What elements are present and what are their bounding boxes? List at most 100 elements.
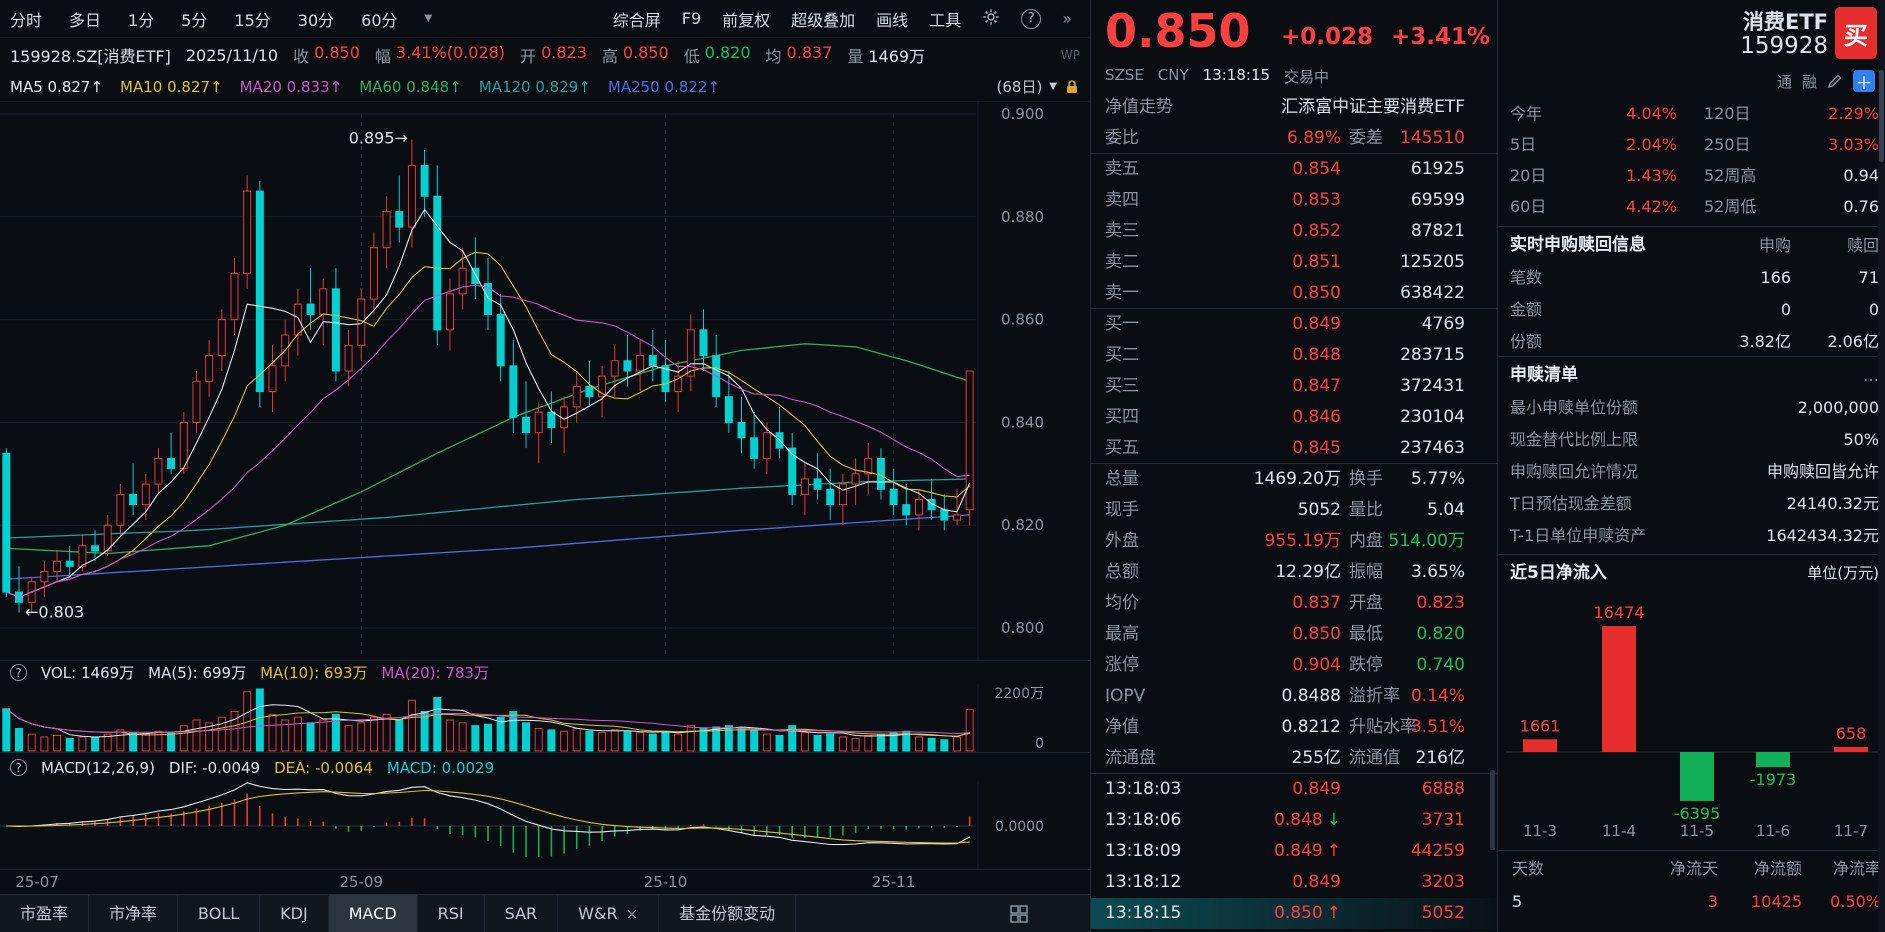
window-scrollbar[interactable] — [1878, 0, 1885, 932]
help-icon[interactable]: ? — [10, 759, 27, 776]
bid-row[interactable]: 买四 0.846 230104 — [1091, 402, 1498, 433]
volume-bar — [243, 691, 252, 752]
tab-RSI[interactable]: RSI — [418, 895, 485, 932]
bid-row[interactable]: 买一 0.849 4769 — [1091, 309, 1498, 340]
help-icon[interactable]: ? — [1021, 8, 1042, 29]
period-more-icon[interactable]: ▼ — [424, 13, 433, 24]
ask-row[interactable]: 卖二 0.851 125205 — [1091, 247, 1498, 278]
period-1分[interactable]: 1分 — [128, 10, 155, 30]
ask-row[interactable]: 卖一 0.850 638422 — [1091, 278, 1498, 309]
volume-bar — [534, 727, 543, 752]
chevron-down-icon[interactable]: ▼ — [1049, 81, 1057, 92]
period-15分[interactable]: 15分 — [234, 10, 271, 30]
price-annotation: ←0.803 — [25, 603, 84, 622]
volume-bar — [838, 736, 847, 752]
macd-dif: DIF: -0.0049 — [168, 758, 261, 777]
range-label[interactable]: (68日) — [996, 78, 1043, 96]
vol-value: VOL: 1469万 — [41, 664, 135, 682]
scrollbar-thumb[interactable] — [1879, 70, 1884, 162]
svg-text:2200万: 2200万 — [994, 686, 1044, 702]
macd-indicator-bar: ? MACD(12,26,9) DIF: -0.0049 DEA: -0.006… — [0, 752, 1090, 782]
more-icon[interactable]: … — [1863, 366, 1879, 385]
volume-chart[interactable]: 2200万 0 — [0, 684, 1090, 752]
inflow-value: -1973 — [1750, 770, 1797, 789]
candle — [724, 396, 733, 423]
ask-row[interactable]: 卖五 0.854 61925 — [1091, 154, 1498, 185]
bid-row[interactable]: 买三 0.847 372431 — [1091, 371, 1498, 402]
ask-row[interactable]: 卖三 0.852 87821 — [1091, 216, 1498, 247]
candle — [433, 195, 442, 331]
tab-KDJ[interactable]: KDJ — [260, 895, 329, 932]
ask-price: 0.853 — [1292, 190, 1341, 210]
list-row-value: 2,000,000 — [1797, 398, 1879, 417]
macd-chart[interactable]: 0.0000 — [0, 782, 1090, 869]
stat-label: 流通盘 — [1105, 748, 1156, 768]
tab-SAR[interactable]: SAR — [485, 895, 559, 932]
toolbar-item-画线[interactable]: 画线 — [876, 10, 909, 30]
bid-row[interactable]: 买五 0.845 237463 — [1091, 433, 1498, 464]
perf-value: 2.29% — [1828, 104, 1879, 123]
volume-bar — [775, 735, 784, 752]
weicha-label: 委差 — [1349, 128, 1383, 148]
toolbar-item-F9[interactable]: F9 — [681, 9, 702, 28]
time-axis-label: 25-09 — [339, 873, 384, 891]
candle — [129, 493, 138, 506]
tick-row: 13:18:12 0.849 3203 — [1091, 867, 1498, 898]
tab-市净率[interactable]: 市净率 — [89, 895, 179, 932]
toolbar-item-前复权[interactable]: 前复权 — [722, 10, 771, 30]
panel-grid-icon[interactable] — [1008, 903, 1030, 925]
toolbar-item-超级叠加[interactable]: 超级叠加 — [791, 10, 856, 30]
stat-value: 0.904 — [1292, 655, 1341, 675]
scrollbar-thumb[interactable] — [1490, 770, 1495, 850]
tab-市盈率[interactable]: 市盈率 — [0, 895, 90, 932]
summary-value-row: 5 3 10425 0.50% — [1498, 886, 1885, 917]
volume-bar — [420, 711, 429, 752]
volume-bar — [2, 708, 11, 752]
stat-value: 255亿 — [1291, 748, 1341, 768]
tab-close-icon[interactable]: × — [625, 904, 639, 923]
tick-price: 0.850 ↑ — [1274, 898, 1341, 929]
subscribe-row: 笔数 166 71 — [1498, 262, 1885, 293]
ask-level-label: 卖一 — [1105, 283, 1139, 303]
range-selector[interactable]: (68日) ▼ — [997, 76, 1081, 97]
bid-row[interactable]: 买二 0.848 283715 — [1091, 340, 1498, 371]
candle — [648, 355, 657, 367]
ask-row[interactable]: 卖四 0.853 69599 — [1091, 185, 1498, 216]
quote-field-label: 高 — [601, 47, 618, 66]
stat-value: 0.837 — [1292, 593, 1341, 613]
tab-W&R[interactable]: W&R × — [558, 895, 660, 932]
period-5分[interactable]: 5分 — [181, 10, 208, 30]
tab-MACD[interactable]: MACD — [328, 895, 418, 932]
tab-基金份额变动[interactable]: 基金份额变动 — [659, 895, 797, 932]
candlestick-chart[interactable]: 0.900 0.880 0.860 0.840 0.820 0.800 0.895→ ←0.8… — [0, 102, 1090, 660]
period-60分[interactable]: 60分 — [361, 10, 398, 30]
buy-button[interactable]: 买 — [1835, 7, 1877, 59]
more-chevrons-icon[interactable]: » — [1062, 9, 1072, 28]
help-icon[interactable]: ? — [10, 664, 27, 681]
stat-value: 216亿 — [1415, 748, 1465, 768]
toolbar-item-工具[interactable]: 工具 — [929, 10, 962, 30]
edit-pencil-icon[interactable] — [1827, 73, 1843, 89]
ask-volume: 87821 — [1410, 221, 1465, 241]
add-icon[interactable]: ＋ — [1853, 70, 1875, 94]
period-30分[interactable]: 30分 — [297, 10, 335, 30]
settings-gear-icon[interactable] — [982, 8, 1000, 30]
lock-icon[interactable] — [1064, 79, 1080, 95]
summary-header: 净流天 — [1669, 859, 1718, 878]
volume-bar — [15, 727, 24, 752]
period-多日[interactable]: 多日 — [69, 10, 102, 30]
quote-fields: 收 0.850 幅 3.41%(0.028) 开 0.823 高 0.850 低 0.820 均 0.… — [293, 43, 925, 67]
flows-title: 近5日净流入 — [1510, 563, 1607, 583]
ma-legend-bar: MA5 0.827↑ MA10 0.827↑ MA20 0.833↑ MA60 0.8… — [0, 72, 1090, 102]
period-分时[interactable]: 分时 — [10, 10, 43, 30]
etf-code: 159928 — [1740, 33, 1828, 59]
toolbar-item-综合屏[interactable]: 综合屏 — [612, 10, 661, 30]
tab-BOLL[interactable]: BOLL — [178, 895, 261, 932]
volume-bar — [484, 723, 492, 752]
bid-price: 0.847 — [1292, 376, 1341, 396]
stat-label: 最高 — [1105, 624, 1139, 644]
inflow-bar — [1756, 752, 1790, 768]
svg-text:0.820: 0.820 — [1001, 516, 1044, 534]
stat-row: 总量 1469.20万 换手 5.77% — [1091, 464, 1498, 495]
candle — [395, 211, 404, 228]
